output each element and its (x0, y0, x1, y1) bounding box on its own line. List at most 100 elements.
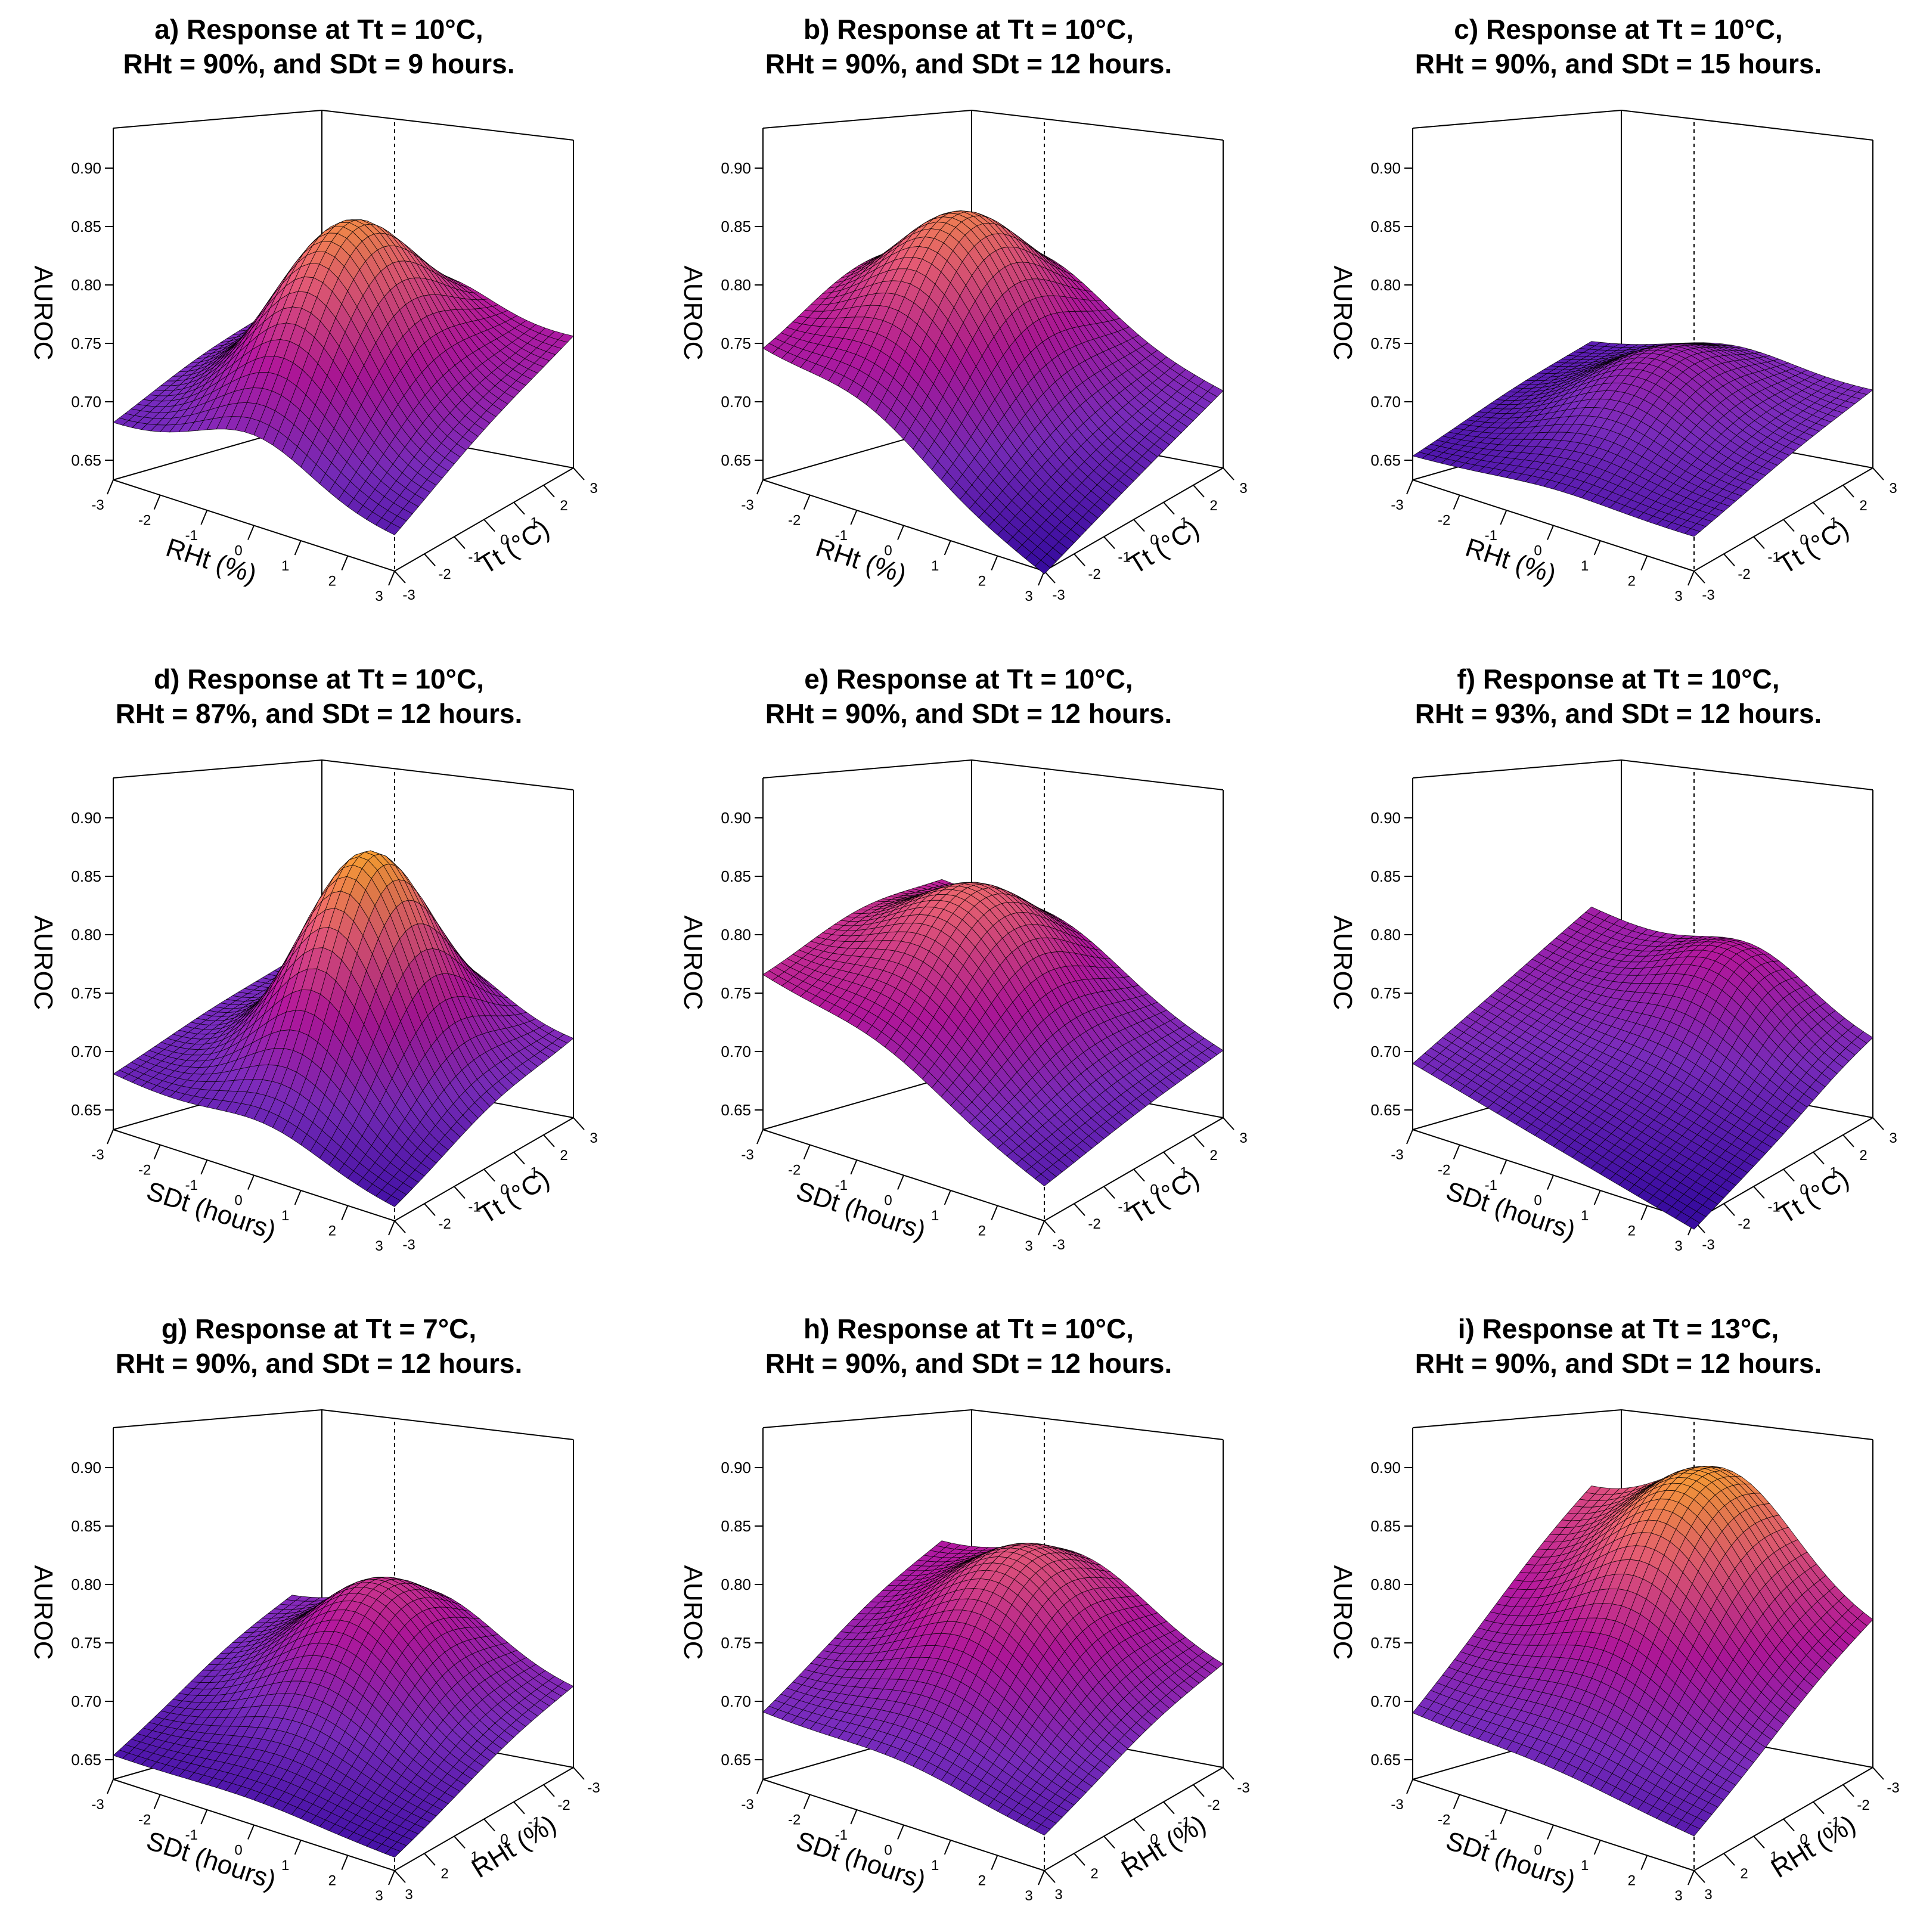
y-tick-label: -1 (1118, 549, 1130, 565)
x-tick (294, 1190, 302, 1205)
y-tick-label: 3 (590, 1130, 597, 1146)
y-tick-label: 3 (1889, 1130, 1897, 1146)
z-tick-label: 0.80 (721, 276, 751, 294)
x-tick (897, 525, 904, 540)
x-tick-label: -3 (741, 1147, 753, 1163)
z-tick-label: 0.90 (721, 809, 751, 827)
y-tick-label: 1 (1180, 1165, 1187, 1181)
surface-plot: 0.900.850.800.750.700.65AUROC-3-2-10123S… (29, 759, 598, 1254)
x-tick (1640, 556, 1648, 570)
y-tick (1872, 467, 1884, 480)
y-tick (1193, 1134, 1205, 1148)
x-tick-label: -3 (1391, 497, 1403, 513)
z-axis-label: AUROC (29, 916, 58, 1010)
y-tick-label: 2 (1209, 498, 1217, 514)
chart-title: d) Response at Tt = 10°C, RHt = 87%, and … (0, 662, 638, 731)
y-tick-label: -2 (1088, 1216, 1100, 1232)
y-tick-label: 3 (590, 480, 597, 497)
y-tick-label: -3 (1052, 587, 1065, 603)
x-tick (991, 556, 998, 570)
x-tick (850, 510, 858, 525)
x-tick-label: 0 (234, 543, 242, 559)
y-tick (1753, 1186, 1765, 1199)
x-tick (200, 1159, 208, 1175)
z-tick-label: 0.80 (71, 926, 101, 944)
z-axis-label: AUROC (1328, 266, 1357, 361)
y-tick-label: -2 (438, 566, 451, 582)
x-tick-label: 1 (931, 558, 939, 574)
z-axis-label: AUROC (1328, 916, 1357, 1010)
x-tick-label: 3 (1025, 588, 1032, 604)
z-tick-label: 0.85 (721, 218, 751, 235)
chart-title-line2: RHt = 90%, and SDt = 12 hours. (765, 698, 1172, 729)
surface-facet (1034, 560, 1051, 575)
y-tick-label: -3 (1702, 1237, 1714, 1253)
x-tick (341, 556, 349, 570)
z-tick-label: 0.75 (1370, 334, 1401, 352)
surface-plot: 0.900.850.800.750.700.65AUROC-3-2-10123S… (1328, 759, 1897, 1254)
x-tick-label: 0 (884, 1193, 892, 1209)
z-tick-label: 0.65 (1370, 451, 1401, 469)
chart-title-line1: d) Response at Tt = 10°C, (154, 663, 484, 694)
y-tick-label: -1 (1767, 1199, 1780, 1215)
x-tick-label: 3 (375, 588, 383, 604)
x-axis-label: SDt (hours) (793, 1176, 929, 1245)
box-edge-top-right (1621, 759, 1873, 790)
y-tick-label: 0 (500, 532, 508, 548)
x-tick (803, 1145, 811, 1159)
x-tick-label: -2 (788, 513, 801, 529)
y-tick-label: -3 (402, 587, 415, 603)
box-edge-top-right (1621, 110, 1873, 141)
x-tick (1500, 510, 1507, 525)
chart-panel-a: a) Response at Tt = 10°C, RHt = 90%, and … (0, 12, 638, 620)
box-edge-top-left (1412, 759, 1622, 779)
y-tick (1163, 1151, 1175, 1165)
chart-title-line1: e) Response at Tt = 10°C, (804, 663, 1133, 694)
z-tick-label: 0.70 (721, 1043, 751, 1060)
chart-title-line1: f) Response at Tt = 10°C, (1457, 663, 1780, 694)
x-tick-label: 2 (1628, 573, 1636, 590)
x-tick (850, 1159, 858, 1175)
x-tick (944, 540, 951, 556)
y-tick (1783, 1168, 1795, 1182)
y-tick (424, 1203, 436, 1216)
y-tick (1813, 501, 1825, 515)
box-edge-top-left (762, 759, 972, 779)
y-axis-label: Tt (°C) (1123, 1164, 1204, 1229)
x-tick-label: 3 (1674, 588, 1682, 604)
x-tick-label: -3 (741, 497, 753, 513)
chart-title: e) Response at Tt = 10°C, RHt = 90%, and … (650, 662, 1288, 731)
y-tick-label: -1 (1767, 549, 1780, 565)
y-tick-label: -1 (468, 1199, 480, 1215)
x-tick-label: 2 (328, 1223, 336, 1239)
z-tick-label: 0.80 (1370, 926, 1401, 944)
chart-panel-f: f) Response at Tt = 10°C, RHt = 93%, and … (1299, 662, 1914, 1270)
x-tick (1406, 479, 1413, 495)
y-tick (1133, 1168, 1145, 1182)
x-tick (1547, 1175, 1554, 1190)
z-tick-label: 0.75 (71, 334, 101, 352)
box-edge-top-right (971, 110, 1224, 141)
y-tick-label: -3 (1052, 1237, 1065, 1253)
box-edge-top-right (321, 110, 574, 141)
y-tick (424, 553, 436, 566)
z-tick-label: 0.90 (1370, 809, 1401, 827)
x-tick (1453, 495, 1460, 510)
chart-title-line2: RHt = 93%, and SDt = 12 hours. (1414, 698, 1822, 729)
y-tick (394, 1220, 406, 1233)
y-tick-label: 0 (1800, 532, 1807, 548)
box-edge-top-right (971, 759, 1224, 790)
x-tick-label: -1 (835, 1177, 848, 1193)
y-tick-label: 2 (560, 1148, 567, 1164)
y-axis-label: Tt (°C) (1773, 514, 1854, 579)
box-edge-top-left (113, 759, 322, 779)
x-tick-label: 0 (234, 1193, 242, 1209)
z-tick-label: 0.65 (71, 451, 101, 469)
x-tick-label: -3 (1391, 1147, 1403, 1163)
y-tick-label: -3 (402, 1237, 415, 1253)
y-tick (1193, 485, 1205, 498)
x-tick (991, 1205, 998, 1220)
y-axis-label: Tt (°C) (473, 514, 554, 579)
